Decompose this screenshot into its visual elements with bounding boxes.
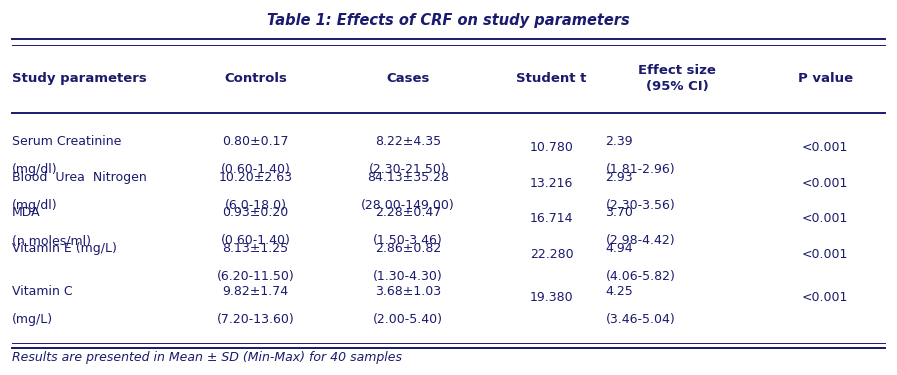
Text: 2.93: 2.93: [605, 171, 633, 184]
Text: 10.780: 10.780: [530, 141, 573, 154]
Text: <0.001: <0.001: [802, 248, 849, 261]
Text: (2.00-5.40): (2.00-5.40): [373, 313, 443, 326]
Text: Study parameters: Study parameters: [12, 72, 146, 85]
Text: (mg/L): (mg/L): [12, 313, 53, 326]
Text: (1.81-2.96): (1.81-2.96): [605, 163, 675, 176]
Text: (6.20-11.50): (6.20-11.50): [217, 270, 294, 283]
Text: 3.70: 3.70: [605, 206, 633, 219]
Text: (2.30-21.50): (2.30-21.50): [370, 163, 447, 176]
Text: <0.001: <0.001: [802, 141, 849, 154]
Text: Results are presented in Mean ± SD (Min-Max) for 40 samples: Results are presented in Mean ± SD (Min-…: [12, 351, 402, 364]
Text: Table 1: Effects of CRF on study parameters: Table 1: Effects of CRF on study paramet…: [267, 13, 630, 28]
Text: (6.0-18.0): (6.0-18.0): [224, 199, 287, 212]
Text: (4.06-5.82): (4.06-5.82): [605, 270, 675, 283]
Text: 84.13±35.28: 84.13±35.28: [367, 171, 449, 184]
Text: 8.22±4.35: 8.22±4.35: [375, 135, 441, 148]
Text: 0.80±0.17: 0.80±0.17: [222, 135, 289, 148]
Text: (n moles/ml): (n moles/ml): [12, 234, 91, 248]
Text: 16.714: 16.714: [530, 212, 573, 225]
Text: (1.30-4.30): (1.30-4.30): [373, 270, 443, 283]
Text: 13.216: 13.216: [530, 177, 573, 190]
Text: Student t: Student t: [517, 72, 587, 85]
Text: 2.86±0.82: 2.86±0.82: [375, 242, 441, 255]
Text: (mg/dl): (mg/dl): [12, 163, 57, 176]
Text: Vitamin C: Vitamin C: [12, 285, 73, 298]
Text: <0.001: <0.001: [802, 177, 849, 190]
Text: Blood  Urea  Nitrogen: Blood Urea Nitrogen: [12, 171, 146, 184]
Text: (1.50-3.46): (1.50-3.46): [373, 234, 443, 248]
Text: 2.39: 2.39: [605, 135, 633, 148]
Text: 3.68±1.03: 3.68±1.03: [375, 285, 441, 298]
Text: (2.30-3.56): (2.30-3.56): [605, 199, 675, 212]
Text: 8.13±1.25: 8.13±1.25: [222, 242, 289, 255]
Text: 0.93±0.20: 0.93±0.20: [222, 206, 289, 219]
Text: (mg/dl): (mg/dl): [12, 199, 57, 212]
Text: (2.98-4.42): (2.98-4.42): [605, 234, 675, 248]
Text: <0.001: <0.001: [802, 291, 849, 304]
Text: (0.60-1.40): (0.60-1.40): [221, 163, 291, 176]
Text: 2.28±0.47: 2.28±0.47: [375, 206, 441, 219]
Text: 9.82±1.74: 9.82±1.74: [222, 285, 289, 298]
Text: Controls: Controls: [224, 72, 287, 85]
Text: P value: P value: [797, 72, 853, 85]
Text: 4.94: 4.94: [605, 242, 633, 255]
Text: Vitamin E (mg/L): Vitamin E (mg/L): [12, 242, 117, 255]
Text: (0.60-1.40): (0.60-1.40): [221, 234, 291, 248]
Text: 19.380: 19.380: [530, 291, 573, 304]
Text: (7.20-13.60): (7.20-13.60): [217, 313, 294, 326]
Text: 22.280: 22.280: [530, 248, 573, 261]
Text: <0.001: <0.001: [802, 212, 849, 225]
Text: 10.20±2.63: 10.20±2.63: [219, 171, 292, 184]
Text: (3.46-5.04): (3.46-5.04): [605, 313, 675, 326]
Text: Effect size
(95% CI): Effect size (95% CI): [639, 64, 716, 93]
Text: Serum Creatinine: Serum Creatinine: [12, 135, 121, 148]
Text: MDA: MDA: [12, 206, 40, 219]
Text: 4.25: 4.25: [605, 285, 633, 298]
Text: Cases: Cases: [387, 72, 430, 85]
Text: (28.00-149.00): (28.00-149.00): [361, 199, 455, 212]
